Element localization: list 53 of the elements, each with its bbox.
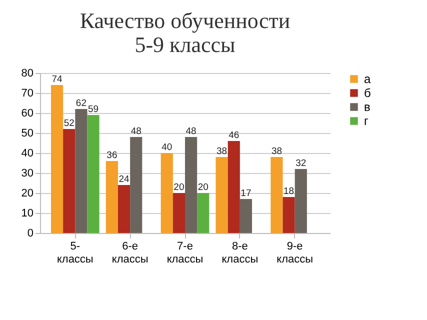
x-tick-label: 6-е классы (112, 240, 148, 266)
data-label: 38 (271, 146, 282, 157)
bar (216, 157, 228, 233)
bar (172, 193, 185, 233)
legend-label: г (364, 114, 369, 128)
bar (130, 137, 142, 233)
y-tick-label: 0 (27, 228, 34, 240)
y-tick-label: 70 (21, 88, 34, 100)
data-label: 20 (198, 182, 208, 193)
legend-label: б (364, 86, 371, 100)
bar (75, 109, 88, 233)
x-tick-label: 5- классы (56, 240, 94, 266)
legend-label: а (364, 72, 371, 86)
bar (197, 193, 210, 233)
data-label: 48 (130, 126, 142, 137)
chart-title: Качество обученности 5-9 классы (80, 8, 290, 57)
bar (240, 199, 252, 233)
data-label: 62 (76, 98, 86, 109)
data-label: 20 (174, 182, 184, 193)
bar (160, 153, 173, 233)
bar (282, 197, 295, 233)
bar (118, 185, 130, 233)
data-label: 18 (284, 186, 294, 197)
y-tick-label: 40 (21, 148, 34, 160)
data-label: 74 (52, 74, 62, 85)
data-label: 36 (106, 150, 118, 161)
x-tick-label: 8-е классы (222, 240, 258, 266)
y-tick-label: 30 (21, 168, 34, 180)
y-tick-label: 10 (21, 208, 34, 220)
data-label: 46 (228, 130, 240, 141)
data-label: 59 (88, 104, 99, 115)
bar (63, 129, 76, 233)
data-label: 32 (296, 158, 306, 169)
bar (270, 157, 283, 233)
data-label: 38 (216, 146, 228, 157)
y-tick-label: 50 (21, 128, 34, 140)
y-tick-label: 80 (21, 68, 34, 80)
bar (87, 115, 100, 233)
bar (50, 85, 64, 233)
y-tick-label: 60 (21, 108, 34, 120)
bar (228, 141, 240, 233)
legend-label: в (364, 100, 370, 114)
x-tick-label: 7-е классы (166, 240, 204, 266)
data-label: 24 (118, 174, 130, 185)
data-label: 17 (240, 188, 252, 199)
data-label: 52 (64, 118, 74, 129)
data-label: 48 (186, 126, 196, 137)
bar (106, 161, 118, 233)
y-tick-label: 20 (21, 188, 34, 200)
bar (185, 137, 198, 233)
bar (294, 169, 307, 233)
data-label: 40 (162, 142, 172, 153)
x-tick-label: 9-е классы (276, 240, 314, 266)
